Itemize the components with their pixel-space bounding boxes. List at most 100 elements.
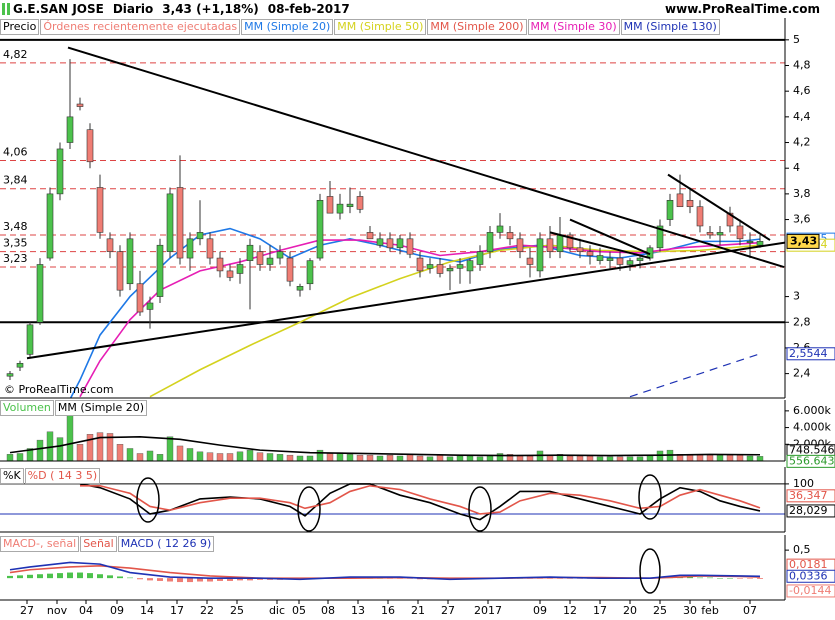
trend-line [67,46,785,269]
candle-body [66,116,74,143]
volume-bar [686,454,694,461]
volume-bar [586,455,594,461]
x-tick-label: dic [269,604,285,617]
value-tag-label: 2,5544 [789,347,828,360]
x-tick-label: 05 [292,604,306,617]
volume-bar [76,444,84,461]
x-tick-label: feb [701,604,719,617]
candle-body [166,193,174,252]
series-line [79,483,761,521]
x-tick-label: 17 [170,604,184,617]
candle-body [696,206,704,227]
candle-body [186,238,194,259]
volume-bar [416,455,424,461]
ticker: G.E.SAN JOSE [13,1,104,16]
legend-item: Volumen [0,400,54,416]
histogram-bar [117,576,123,579]
last-price: 3,43 [790,234,817,247]
candle-body [396,238,404,249]
volume-bar [296,455,304,461]
y-tick-label: 3,6 [793,213,811,226]
period: Diario [112,1,154,16]
site: www.ProRealTime.com [665,2,820,16]
candle-body [726,212,734,227]
volume-bar [456,455,464,461]
histogram-bar [397,578,403,579]
header: G.E.SAN JOSE Diario 3,43 (+1,18%) 08-feb… [0,0,835,17]
volume-bar [466,455,474,461]
y-tick-label: 100 [793,477,814,490]
value-tag-label: 0,0336 [789,569,828,582]
macd-legend: MACD-, señal Señal MACD ( 12 26 9) [0,536,215,552]
x-tick-label: 04 [79,604,93,617]
x-tick-label: 08 [321,604,335,617]
candle-body [516,238,524,252]
x-tick-label: 25 [653,604,667,617]
candle-body [376,238,384,246]
value-tag [786,454,835,468]
candle-body [256,251,264,265]
histogram-bar [107,575,113,579]
x-tick-label: 30 [683,604,697,617]
volume-bar [726,454,734,461]
price: 3,43 (+1,18%) [162,1,259,16]
ellipse [297,486,321,532]
candle-body [146,302,154,310]
trend-line [549,231,651,260]
date: 08-feb-2017 [267,1,350,16]
trend-line [569,218,651,256]
y-tick-label: 3,8 [793,187,811,200]
y-tick-label: 4 [793,161,800,174]
y-tick-label: 2,4 [793,367,811,380]
value-tag [786,569,835,583]
series-line [80,484,761,515]
volume-bar [56,437,64,461]
value-tag-label: 28,029 [789,504,828,517]
candle-body [316,199,324,259]
volume-bar [306,455,314,461]
candle-body [386,238,394,249]
volume-bar [246,449,254,461]
value-tag-label: 36,347 [789,489,828,502]
volume-bar [146,450,154,461]
volume-bar [566,455,574,461]
y-tick-label: 0,5 [793,543,811,556]
x-tick-label: 22 [200,604,214,617]
candle-body [556,234,564,252]
volume-bar [206,452,214,461]
candle-body [336,203,344,214]
volume-bar [286,454,294,461]
candle-body [716,232,724,236]
annotations [136,474,662,594]
value-tag-label: 556.643 [789,454,835,467]
y-tick-label: 3 [793,290,800,303]
copyright: © ProRealTime.com [4,383,114,396]
volume-bar [16,453,24,461]
legend-item: MACD ( 12 26 9) [117,536,215,552]
histogram-bar [697,577,703,579]
legend-item: %D ( 14 3 5) [24,468,101,484]
x-tick-label: 27 [20,604,34,617]
candle-body [506,232,514,240]
candle-body [36,264,44,323]
histogram-bar [687,577,693,579]
histogram-bar [77,572,83,579]
value-tag [786,584,835,598]
candle-body [296,286,304,291]
y-tick-label: 5 [793,33,800,46]
volume-bar [236,451,244,461]
volume-legend: Volumen MM (Simple 20) [0,400,148,416]
candle-body [116,251,124,291]
x-tick-label: 2017 [474,604,502,617]
histogram-bar [37,574,43,579]
candle-body [216,257,224,272]
volume-bar [596,456,604,461]
candle-body [356,196,364,210]
volume-bar [576,455,584,461]
legend-item: MM (Simple 130) [620,19,720,35]
trend-line [667,173,771,241]
volume-bar [156,454,164,461]
candle-body [586,251,594,256]
histogram-bar [567,578,573,579]
legend-item: Señal [80,536,117,552]
